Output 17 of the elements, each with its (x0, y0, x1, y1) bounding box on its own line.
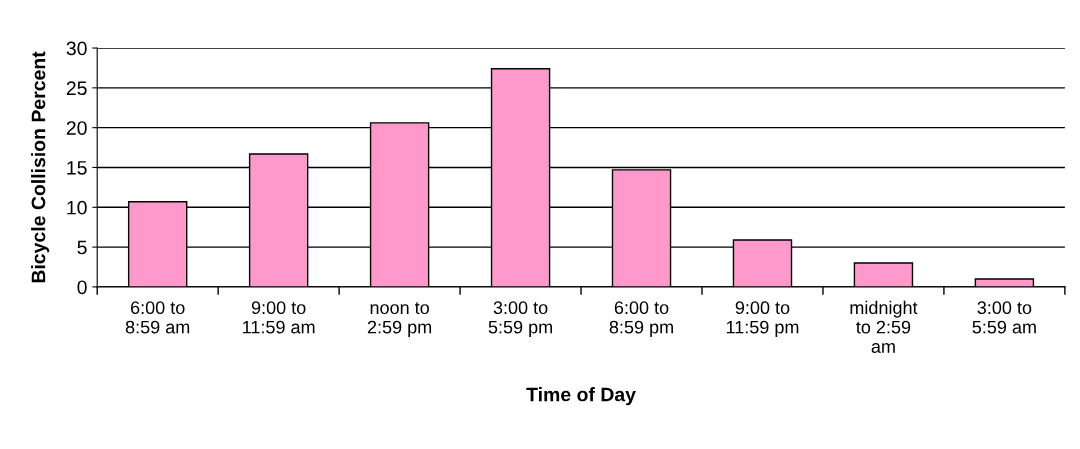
x-axis-title: Time of Day (526, 387, 636, 406)
y-tick-label: 10 (67, 200, 87, 215)
x-tick-label: 3:00 to 5:59 am (972, 301, 1036, 334)
y-tick-label: 20 (66, 121, 87, 135)
y-tick-label: 25 (66, 81, 87, 96)
x-tick-label: midnight to 2:59 am (850, 300, 918, 353)
y-axis-title: Bicycle Collision Percent (31, 51, 50, 283)
x-tick-label: 6:00 to 8:59 am (125, 301, 190, 334)
x-tick-label: 3:00 to 5:59 pm (488, 301, 552, 338)
x-tick-label: 9:00 to 11:59 am (243, 301, 315, 334)
y-tick-label: 15 (67, 161, 87, 175)
y-tick-label: 0 (77, 280, 87, 295)
x-tick-label: noon to 2:59 pm (367, 302, 432, 338)
x-tick-label: 6:00 to 8:59 pm (609, 301, 673, 338)
x-tick-label: 9:00 to 11:59 pm (726, 301, 799, 338)
y-tick-label: 5 (77, 240, 87, 255)
y-tick-label: 30 (66, 41, 87, 56)
